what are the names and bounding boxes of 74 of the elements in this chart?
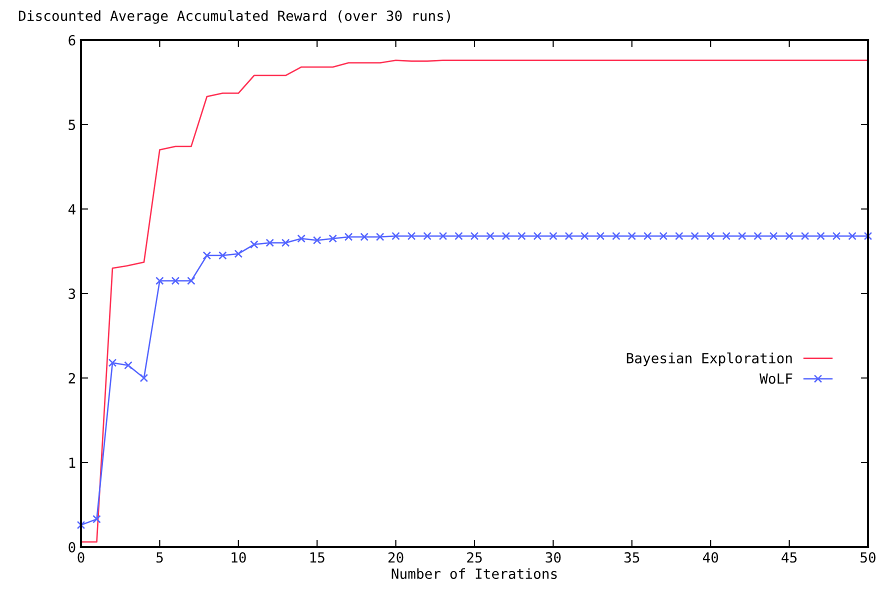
point (124, 361, 132, 370)
x-tick-label: 5 (156, 552, 163, 563)
point (800, 232, 810, 240)
point (92, 514, 101, 524)
x-tick-label: 0 (78, 552, 84, 563)
x-tick-label: 15 (310, 552, 324, 563)
x-tick-label: 10 (232, 552, 246, 563)
point (392, 232, 400, 240)
x-tick-label: 45 (782, 552, 797, 563)
point (108, 358, 117, 367)
point (580, 232, 589, 240)
point (864, 232, 872, 240)
point (643, 232, 652, 240)
point (502, 232, 510, 240)
point (754, 232, 762, 240)
point (281, 238, 290, 247)
point (722, 232, 731, 240)
y-tick-label: 1 (69, 458, 76, 468)
y-tick-label: 2 (68, 373, 75, 384)
x-tick-label: 40 (702, 552, 718, 563)
point (328, 234, 338, 243)
point (564, 232, 574, 240)
legend-label: WoLF (760, 374, 792, 384)
y-tick-label: 3 (68, 288, 76, 300)
point (438, 232, 448, 240)
point (848, 232, 856, 240)
point (156, 276, 164, 285)
point (312, 236, 322, 244)
point (140, 374, 148, 382)
point (250, 240, 258, 249)
point (518, 232, 526, 240)
x-tick-label: 20 (388, 552, 404, 563)
line-series (80, 60, 869, 543)
point (360, 232, 368, 242)
point (423, 232, 432, 240)
point (486, 232, 494, 240)
point (344, 232, 353, 242)
y-tick-label: 6 (68, 35, 76, 46)
point (533, 232, 542, 240)
point (218, 251, 227, 260)
point (674, 232, 684, 240)
legend-label: Bayesian Exploration (626, 352, 792, 366)
point (816, 232, 825, 240)
point (171, 276, 180, 285)
point (297, 234, 306, 243)
point (470, 232, 479, 240)
point (549, 232, 558, 240)
x-tick-label: 35 (624, 552, 640, 563)
x-axis-title: Number of Iterations (392, 568, 557, 579)
point (628, 232, 636, 240)
point (376, 232, 384, 242)
point (454, 232, 463, 240)
chart-title: Discounted Average Accumulated Reward (over 30 runs) (18, 10, 450, 24)
point (738, 232, 746, 240)
x-tick-label: 25 (467, 552, 482, 563)
point (706, 232, 715, 240)
y-tick-label: 4 (68, 204, 76, 214)
x-tick-label: 50 (860, 552, 876, 563)
point (76, 520, 86, 530)
point (407, 232, 416, 240)
point (187, 276, 196, 285)
point (769, 232, 778, 240)
point (266, 238, 274, 247)
x-tick-label: 30 (546, 552, 561, 563)
point (832, 232, 841, 240)
point (612, 232, 620, 240)
point (234, 250, 243, 258)
point (202, 251, 212, 260)
point (690, 232, 700, 240)
point (596, 232, 605, 240)
y-tick-label: 5 (68, 120, 76, 130)
y-tick-label: 0 (68, 542, 76, 553)
point (785, 232, 794, 240)
point (659, 232, 668, 240)
